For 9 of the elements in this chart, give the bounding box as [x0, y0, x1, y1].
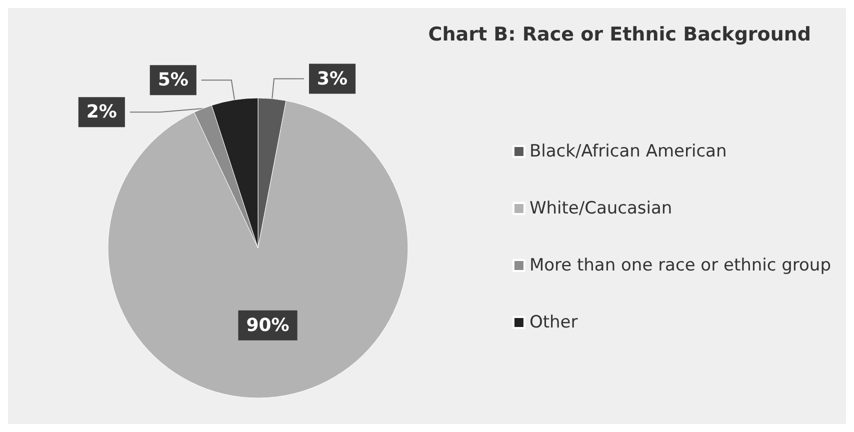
legend-label: Other	[529, 312, 578, 332]
chart-title: Chart B: Race or Ethnic Background	[428, 24, 812, 46]
legend-label: More than one race or ethnic group	[529, 256, 832, 276]
legend-label: Black/African American	[529, 142, 727, 162]
legend-label: White/Caucasian	[529, 198, 672, 218]
data-label: 90%	[246, 314, 290, 336]
data-label: 3%	[317, 68, 348, 90]
data-label: 5%	[158, 70, 188, 91]
data-label: 2%	[86, 102, 117, 123]
